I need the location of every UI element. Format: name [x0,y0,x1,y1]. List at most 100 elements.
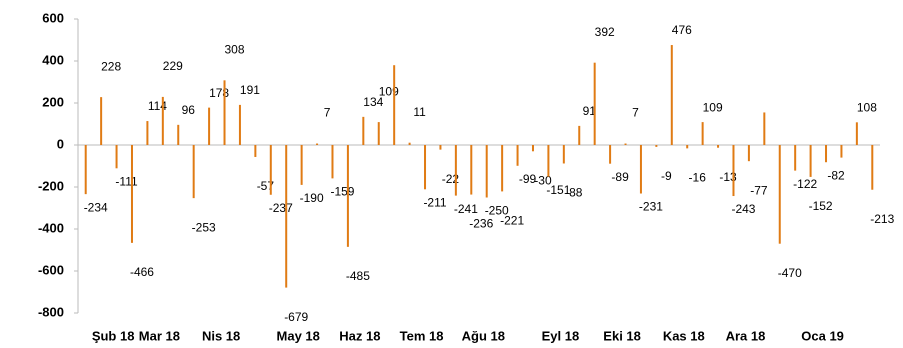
data-label: -253 [192,220,216,234]
x-tick-label: Haz 18 [339,328,380,343]
bar [485,145,488,198]
y-tick-label: -600 [38,262,64,277]
bar [732,145,735,197]
bar [331,145,334,179]
bar [609,145,612,164]
bar [146,121,149,145]
data-label: 109 [703,100,723,114]
bar [593,62,596,145]
data-label: -151 [546,183,570,197]
data-label: -221 [500,214,524,228]
data-label: 392 [595,25,615,39]
x-tick-label: Şub 18 [92,328,135,343]
x-tick-label: Mar 18 [139,328,180,343]
data-label: -159 [330,185,354,199]
bar [809,145,812,177]
data-label: 228 [101,59,121,73]
bar [130,145,133,243]
data-label: 229 [163,59,183,73]
data-label: -679 [284,310,308,324]
data-label: 7 [632,106,639,120]
data-label: -77 [750,183,768,197]
bar [424,145,427,190]
bar [285,145,288,288]
bar [717,145,720,148]
data-label: 109 [379,84,399,98]
bar [316,143,319,145]
y-tick-label: -200 [38,178,64,193]
data-label: -89 [611,170,629,184]
bar [223,80,226,145]
bar [377,122,380,145]
bar [84,145,87,195]
data-label: -152 [809,199,833,213]
data-label: 114 [148,99,167,113]
bar [794,145,797,171]
data-label: 7 [324,106,331,120]
y-tick-label: -400 [38,220,64,235]
bar [208,107,211,145]
data-label: -30 [534,173,552,187]
data-label: 476 [672,23,692,37]
bar [439,145,442,150]
data-label: -466 [130,265,154,279]
x-tick-label: Oca 19 [801,328,844,343]
data-label: 178 [209,86,229,100]
bar [177,124,180,145]
bar [701,122,704,145]
x-tick-label: May 18 [277,328,320,343]
data-label: -9 [661,169,672,183]
data-label: -99 [519,172,537,186]
bar [393,65,396,145]
data-label: 308 [225,42,245,56]
data-label: -485 [346,269,370,283]
data-label: -237 [269,201,293,215]
data-label: -82 [827,168,845,182]
data-label: -236 [469,217,493,231]
bar [655,145,658,147]
y-tick-label: 0 [57,136,64,151]
bar [238,104,241,145]
bar [686,145,689,149]
y-tick-label: 600 [42,10,64,25]
x-tick-label: Ağu 18 [462,328,505,343]
bar [300,145,303,185]
data-label: -250 [485,204,509,218]
bar [254,145,257,157]
data-label: -16 [689,171,707,185]
bar [161,96,164,145]
x-tick-label: Eki 18 [603,328,641,343]
bar [516,145,519,166]
data-label: -190 [300,191,324,205]
bar [501,145,504,192]
x-tick-label: Nis 18 [202,328,240,343]
data-label: -211 [423,195,446,209]
data-label: -243 [731,202,755,216]
bar [547,145,550,177]
data-label: -111 [115,174,138,188]
bar [470,145,473,195]
bar [362,116,365,145]
bar [578,125,581,145]
bar [624,143,627,145]
data-label: 11 [413,105,426,119]
data-label: 134 [363,95,383,109]
bar [531,145,534,152]
data-label: -470 [778,266,802,280]
bar [454,145,457,196]
bar [825,145,828,163]
data-label: -88 [565,186,583,200]
x-tick-label: Tem 18 [400,328,444,343]
data-label: -234 [84,200,108,214]
bar [269,145,272,195]
bar [840,145,843,158]
data-label: 96 [182,103,196,117]
x-tick-label: Kas 18 [663,328,705,343]
bar [408,142,411,145]
y-tick-label: 400 [42,52,64,67]
data-label: 108 [857,100,877,114]
data-label: -241 [454,202,478,216]
bar [115,145,118,169]
x-tick-label: Ara 18 [726,328,766,343]
